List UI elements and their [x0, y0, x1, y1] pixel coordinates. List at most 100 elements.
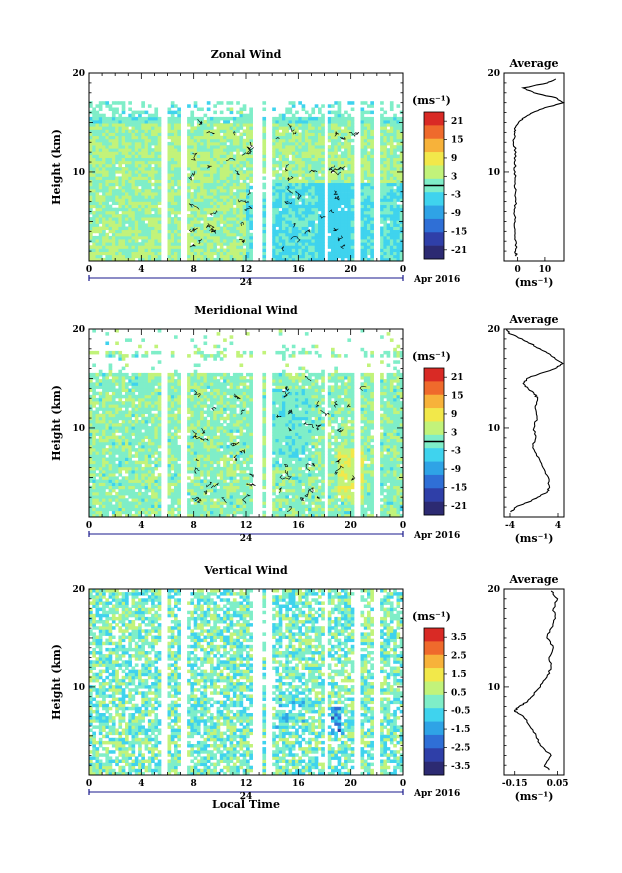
heatmap-cell [383, 116, 388, 121]
contour-line [211, 229, 217, 234]
heatmap-cell [213, 232, 217, 237]
heatmap-cell [226, 226, 231, 231]
heatmap-cell [229, 154, 234, 159]
heatmap-cell [105, 429, 110, 433]
heatmap-cell [154, 429, 159, 433]
heatmap-cell [223, 123, 227, 127]
heatmap-cell [157, 432, 162, 436]
heatmap-cell [210, 126, 214, 130]
heatmap-cell [327, 254, 332, 259]
heatmap-cell [223, 217, 227, 221]
heatmap-cell [386, 151, 391, 155]
heatmap-cell [111, 473, 116, 477]
heatmap-cell [216, 207, 221, 212]
heatmap-cell [167, 129, 172, 133]
heatmap-cell [213, 188, 217, 193]
heatmap-cell [154, 376, 159, 380]
heatmap-cell [340, 151, 345, 155]
heatmap-cell [363, 242, 368, 246]
heatmap-cell [95, 257, 100, 262]
heatmap-cell [367, 257, 371, 262]
heatmap-cell [102, 132, 106, 137]
heatmap-cell [121, 466, 126, 471]
heatmap-cell [121, 385, 126, 389]
heatmap-cell [154, 438, 159, 443]
heatmap-cell [380, 201, 384, 206]
colorbar-unit: (ms⁻¹) [412, 94, 451, 107]
heatmap-cell [196, 257, 201, 262]
heatmap-cell [134, 404, 139, 408]
heatmap-cell [291, 101, 296, 105]
heatmap-cell [301, 192, 306, 196]
heatmap-cell [206, 126, 211, 130]
heatmap-cell [216, 170, 221, 174]
heatmap-cell [125, 394, 129, 399]
heatmap-cell [380, 132, 384, 137]
heatmap-cell [321, 242, 325, 246]
heatmap-cell [239, 232, 244, 237]
heatmap-cell [272, 163, 276, 168]
heatmap-cell [98, 476, 103, 480]
heatmap-cell [262, 176, 267, 180]
heatmap-cell [193, 154, 198, 159]
heatmap-cell [89, 423, 93, 427]
heatmap-cell [340, 170, 345, 174]
contour-line [287, 185, 294, 194]
heatmap-cell [134, 179, 139, 184]
heatmap-cell [223, 167, 227, 171]
heatmap-cell [327, 170, 332, 174]
heatmap-cell [396, 132, 401, 137]
heatmap-cell [334, 257, 338, 262]
heatmap-cell [370, 226, 374, 231]
heatmap-cell [102, 419, 106, 424]
heatmap-cell [223, 182, 227, 187]
heatmap-cell [144, 170, 149, 174]
heatmap-cell [360, 170, 365, 174]
heatmap-cell [131, 379, 136, 383]
heatmap-cell [278, 232, 283, 237]
heatmap-cell [128, 145, 132, 149]
heatmap-cell [347, 132, 352, 137]
heatmap-cell [128, 220, 132, 224]
heatmap-cell [92, 397, 96, 402]
heatmap-cell [344, 185, 348, 190]
heatmap-cell [92, 463, 96, 468]
heatmap-cell [121, 435, 126, 440]
heatmap-cell [285, 151, 289, 155]
heatmap-cell [399, 182, 404, 187]
heatmap-cell [200, 210, 204, 215]
heatmap-cell [386, 226, 391, 231]
contour-line [225, 157, 236, 161]
heatmap-cell [301, 160, 306, 165]
heatmap-cell [118, 394, 123, 399]
heatmap-cell [151, 394, 155, 399]
heatmap-cell [331, 138, 335, 143]
heatmap-cell [125, 407, 129, 411]
heatmap-cell [89, 504, 93, 509]
heatmap-cell [174, 151, 178, 155]
heatmap-cell [291, 232, 296, 237]
heatmap-cell [278, 173, 283, 177]
heatmap-cell [236, 160, 240, 165]
heatmap-cell [154, 479, 159, 483]
heatmap-cell [295, 116, 299, 121]
heatmap-cell [282, 248, 286, 253]
heatmap-cell [92, 116, 96, 121]
heatmap-cell [115, 141, 119, 146]
heatmap-cell [396, 148, 401, 152]
heatmap-cell [304, 154, 309, 159]
heatmap-cell [301, 138, 306, 143]
heatmap-cell [363, 173, 368, 177]
heatmap-cell [92, 460, 96, 465]
heatmap-cell [154, 163, 159, 168]
heatmap-cell [304, 220, 309, 224]
heatmap-cell [118, 354, 123, 358]
heatmap-cell [118, 226, 123, 231]
heatmap-cell [380, 229, 384, 234]
heatmap-cell [367, 232, 371, 237]
heatmap-cell [314, 235, 319, 240]
heatmap-cell [203, 229, 208, 234]
heatmap-cell [396, 235, 401, 240]
heatmap-cell [108, 485, 113, 490]
heatmap-cell [193, 248, 198, 253]
